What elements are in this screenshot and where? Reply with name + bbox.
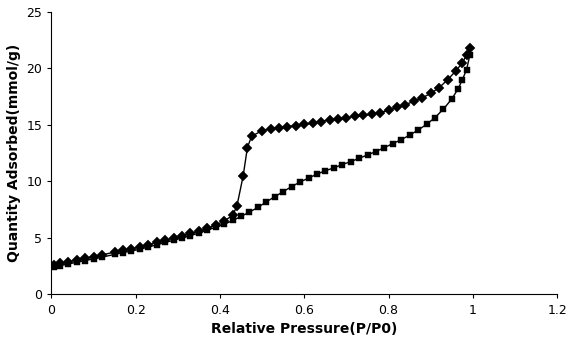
X-axis label: Relative Pressure(P/P0): Relative Pressure(P/P0)	[211, 322, 397, 336]
Y-axis label: Quantity Adsorbed(mmol/g): Quantity Adsorbed(mmol/g)	[7, 44, 21, 262]
